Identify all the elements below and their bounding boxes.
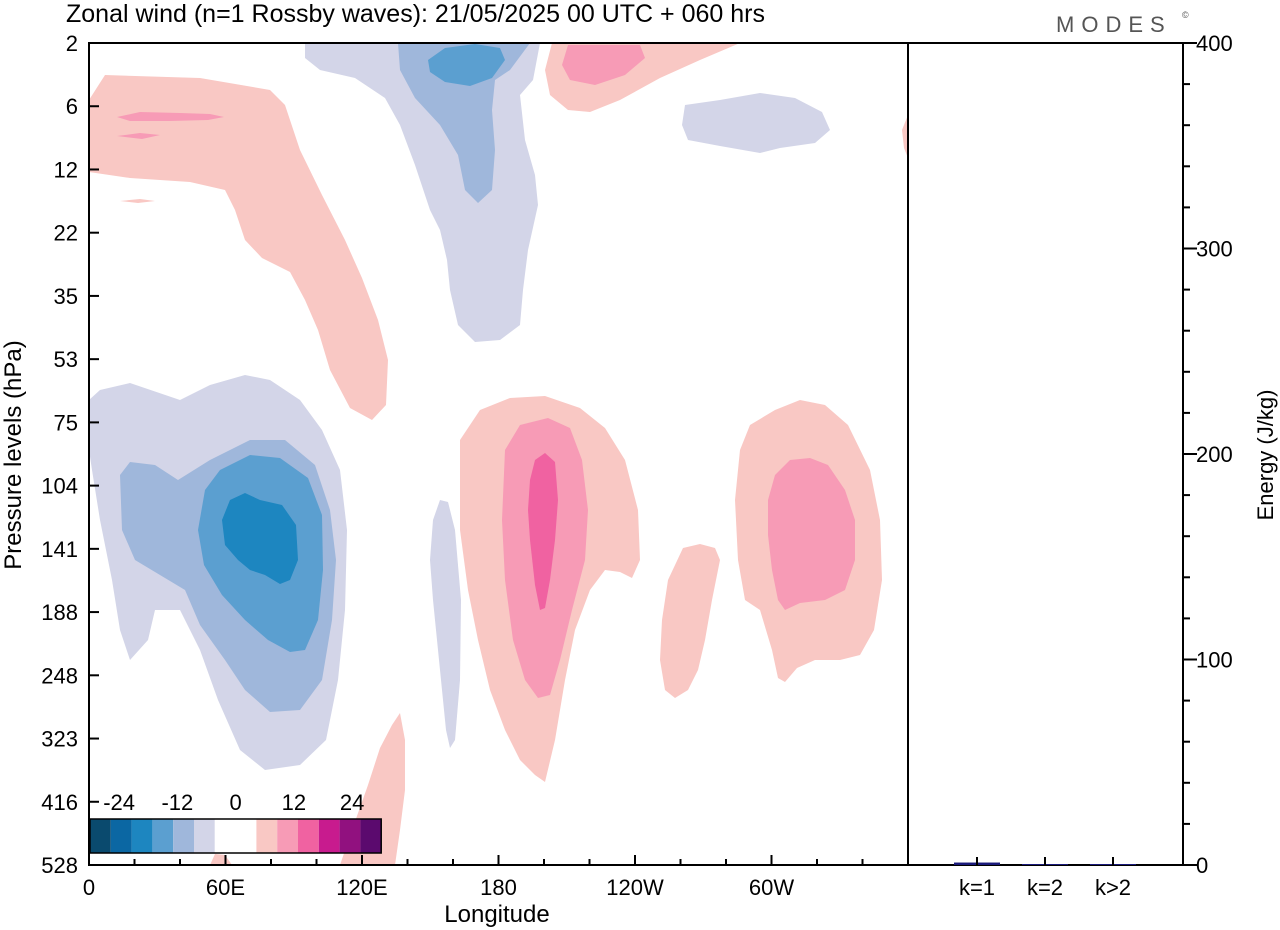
y-tick-label: 248 [41, 663, 78, 688]
contour-pos-top-core [562, 45, 645, 85]
colorbar-label: -12 [161, 790, 193, 815]
energy-bars: k=1 k=2 k>2 [954, 857, 1136, 900]
contour-pos-central-core [528, 453, 558, 610]
energy-tick-label: 200 [1196, 442, 1233, 467]
contour-pos-right-edge [902, 115, 908, 158]
colorbar-label: 12 [282, 790, 306, 815]
x-tick-label: 60W [749, 875, 794, 900]
x-axis-label: Longitude [444, 901, 549, 928]
contour-pos-small-column [660, 544, 720, 698]
colorbar-swatch [360, 819, 382, 853]
y-tick-label: 416 [41, 790, 78, 815]
colorbar-swatch [277, 819, 298, 853]
y-tick-label: 22 [54, 221, 78, 246]
colorbar-swatch [110, 819, 132, 853]
y-axis: 2 6 12 22 35 53 75 104 141 188 248 323 416 528 [41, 31, 99, 878]
contour-neg-upper-right [682, 93, 830, 153]
energy-tick-label: 0 [1196, 853, 1208, 878]
contour-neg-streak [430, 500, 461, 748]
colorbar-swatch [318, 819, 340, 853]
colorbar-swatch [90, 819, 111, 853]
colorbar-swatch [214, 819, 236, 853]
y-axis-label: Pressure levels (hPa) [0, 340, 27, 569]
energy-tick-label: 300 [1196, 237, 1233, 262]
contour-pos-upper-left-inner [117, 112, 224, 121]
x-tick-label: 120E [336, 875, 387, 900]
y-tick-label: 12 [54, 157, 78, 182]
bar-category-label: k=2 [1027, 875, 1063, 900]
contour-pos-upper-left-inner2 [117, 133, 160, 139]
colorbar-label: 24 [340, 790, 364, 815]
y-tick-label: 141 [41, 537, 78, 562]
y-tick-label: 75 [54, 410, 78, 435]
y-tick-label: 35 [54, 284, 78, 309]
energy-tick-label: 100 [1196, 648, 1233, 673]
colorbar-frame [89, 818, 382, 854]
y-tick-label: 188 [41, 600, 78, 625]
colorbar-swatch [235, 819, 257, 853]
energy-tick-label: 400 [1196, 31, 1233, 56]
x-axis: 0 60E 120E 180 120W 60W [83, 855, 909, 900]
contour-pos-small-fleck [120, 199, 155, 203]
contour-pos-bottom-left [210, 854, 232, 865]
x-tick-label: 60E [206, 875, 245, 900]
x-tick-label: 120W [606, 875, 664, 900]
y-tick-label: 528 [41, 853, 78, 878]
y-tick-label: 2 [66, 31, 78, 56]
energy-axis-label: Energy (J/kg) [1253, 390, 1278, 521]
colorbar-swatch [256, 819, 278, 853]
y-tick-label: 323 [41, 727, 78, 752]
y-tick-label: 104 [41, 474, 78, 499]
x-tick-label: 180 [480, 875, 517, 900]
bar-category-label: k>2 [1095, 875, 1131, 900]
contour-pos-upper-left [89, 75, 388, 420]
colorbar-label: 0 [229, 790, 241, 815]
contour-neg-lower-left-core [222, 493, 298, 584]
colorbar-swatch [194, 819, 215, 853]
colorbar-swatch [339, 819, 361, 853]
y-tick-label: 6 [66, 94, 78, 119]
colorbar-swatch [131, 819, 153, 853]
bar-category-label: k=1 [959, 875, 995, 900]
brand-logo: MODES [1056, 12, 1172, 37]
colorbar: -24 -12 0 12 24 [89, 790, 382, 854]
heatmap-field [89, 43, 908, 865]
colorbar-swatch [173, 819, 194, 853]
colorbar-label: -24 [103, 790, 135, 815]
chart-title: Zonal wind (n=1 Rossby waves): 21/05/202… [66, 0, 765, 28]
contour-pos-right-mid [768, 458, 855, 610]
brand-mark: © [1182, 10, 1189, 20]
colorbar-swatch [152, 819, 174, 853]
colorbar-swatch [298, 819, 319, 853]
y-tick-label: 53 [54, 347, 78, 372]
contour-neg-top-plume-core [428, 44, 505, 86]
energy-axis: 0 100 200 300 400 [1183, 31, 1233, 878]
x-tick-label: 0 [83, 875, 95, 900]
contour-neg-top-plume-mid [398, 43, 530, 203]
